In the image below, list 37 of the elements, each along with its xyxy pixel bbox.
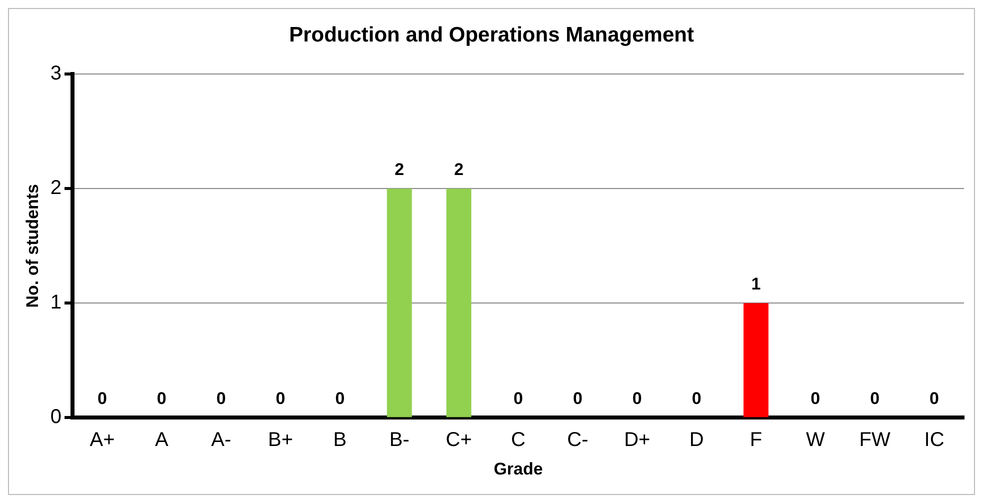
data-label: 0 — [930, 388, 940, 408]
data-label: 0 — [276, 388, 286, 408]
x-tick-label: D — [689, 429, 704, 452]
x-tick-label: W — [806, 429, 825, 452]
x-tick-label: D+ — [624, 429, 650, 452]
data-label: 0 — [335, 388, 345, 408]
x-tick-label: A- — [211, 429, 232, 452]
x-tick-label: C+ — [446, 429, 472, 452]
y-tick-label: 1 — [50, 292, 62, 314]
data-label: 1 — [751, 274, 761, 294]
x-tick-label: IC — [924, 429, 944, 452]
data-label: 0 — [98, 388, 107, 408]
data-label: 0 — [572, 388, 582, 408]
x-tick-label: FW — [859, 429, 891, 452]
x-tick-label: B- — [389, 429, 410, 452]
data-label: 0 — [156, 388, 166, 408]
y-tick-label: 0 — [50, 406, 62, 428]
data-label: 0 — [216, 388, 226, 408]
x-tick-label: A — [155, 429, 169, 452]
x-tick-label: C — [511, 429, 526, 452]
data-label: 0 — [692, 388, 702, 408]
y-axis-title: No. of students — [22, 184, 42, 308]
x-tick-label: B+ — [268, 429, 294, 452]
x-tick-label: F — [750, 429, 762, 452]
data-label: 0 — [810, 388, 820, 408]
x-tick-label: C- — [567, 429, 588, 452]
data-label: 2 — [454, 160, 464, 179]
x-tick-label: B — [333, 429, 347, 452]
data-label: 2 — [394, 160, 404, 179]
data-label: 0 — [870, 388, 880, 408]
x-axis-title: Grade — [494, 459, 543, 478]
data-label: 0 — [514, 388, 523, 408]
data-label: 0 — [632, 388, 642, 408]
y-tick-label: 2 — [50, 177, 62, 200]
x-tick-label: A+ — [90, 429, 115, 452]
chart-title: Production and Operations Management — [289, 23, 694, 46]
y-tick-label: 3 — [50, 62, 62, 85]
